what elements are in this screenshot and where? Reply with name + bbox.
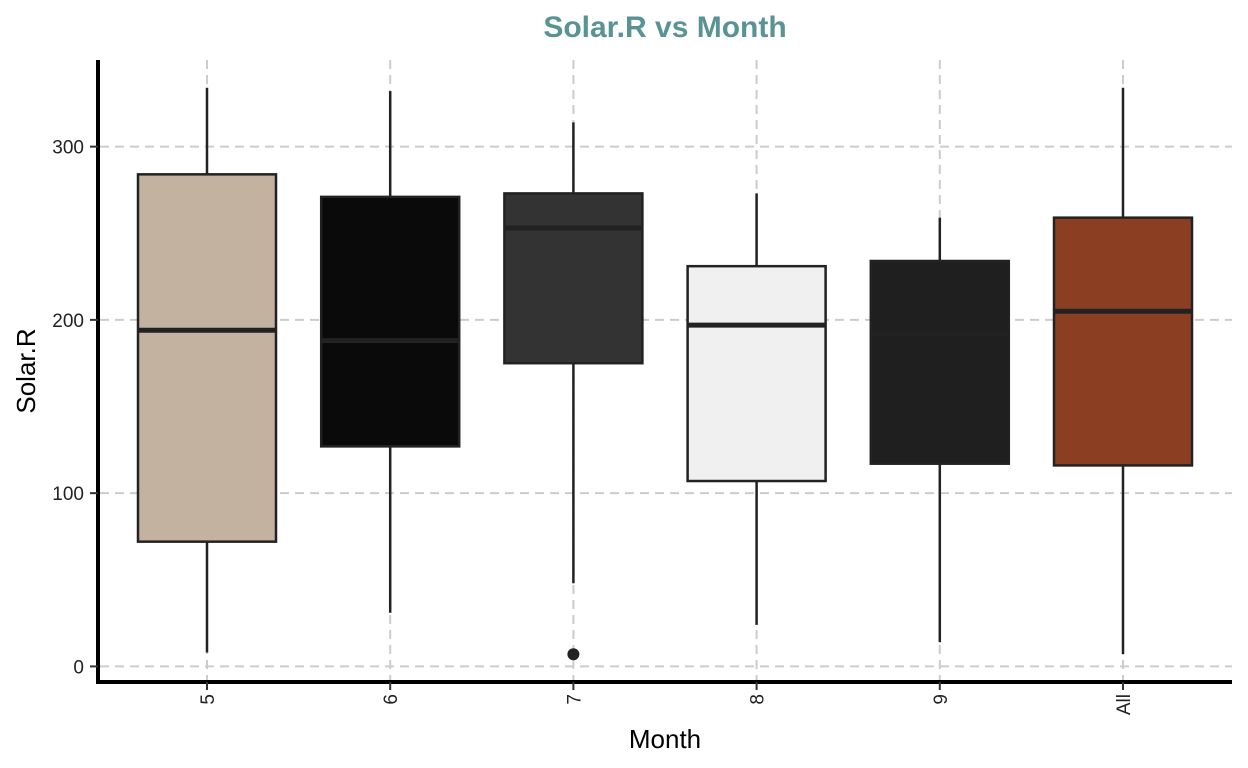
box-rect bbox=[503, 192, 644, 365]
y-tick-label: 100 bbox=[52, 484, 84, 505]
x-tick-label: 7 bbox=[564, 694, 585, 705]
x-tick-label: 8 bbox=[748, 694, 769, 705]
box-rect bbox=[869, 259, 1011, 465]
outlier-point bbox=[567, 648, 580, 661]
box-rect bbox=[319, 195, 461, 448]
y-tick-label: 200 bbox=[52, 311, 84, 332]
y-tick-label: 0 bbox=[73, 657, 84, 678]
label-layer: 0 100 200 300 5 6 7 8 9 All bbox=[52, 138, 1135, 715]
x-tick-label: All bbox=[1114, 694, 1135, 715]
box-layer bbox=[136, 87, 1194, 661]
box-rect bbox=[1052, 216, 1194, 467]
box-8 bbox=[686, 193, 827, 625]
box-9 bbox=[869, 217, 1011, 643]
box-All bbox=[1052, 87, 1194, 655]
y-tick-label: 300 bbox=[52, 138, 84, 159]
x-axis-title: Month bbox=[629, 724, 701, 754]
box-rect bbox=[136, 173, 278, 543]
axis-layer bbox=[96, 60, 1232, 684]
x-tick-label: 6 bbox=[381, 694, 402, 705]
box-rect bbox=[686, 264, 827, 483]
y-axis-title: Solar.R bbox=[11, 328, 41, 413]
x-tick-label: 5 bbox=[198, 694, 219, 705]
chart-title: Solar.R vs Month bbox=[543, 11, 786, 44]
box-5 bbox=[136, 87, 278, 653]
x-tick-label: 9 bbox=[931, 694, 952, 705]
box-7 bbox=[503, 122, 644, 661]
box-6 bbox=[319, 91, 461, 613]
